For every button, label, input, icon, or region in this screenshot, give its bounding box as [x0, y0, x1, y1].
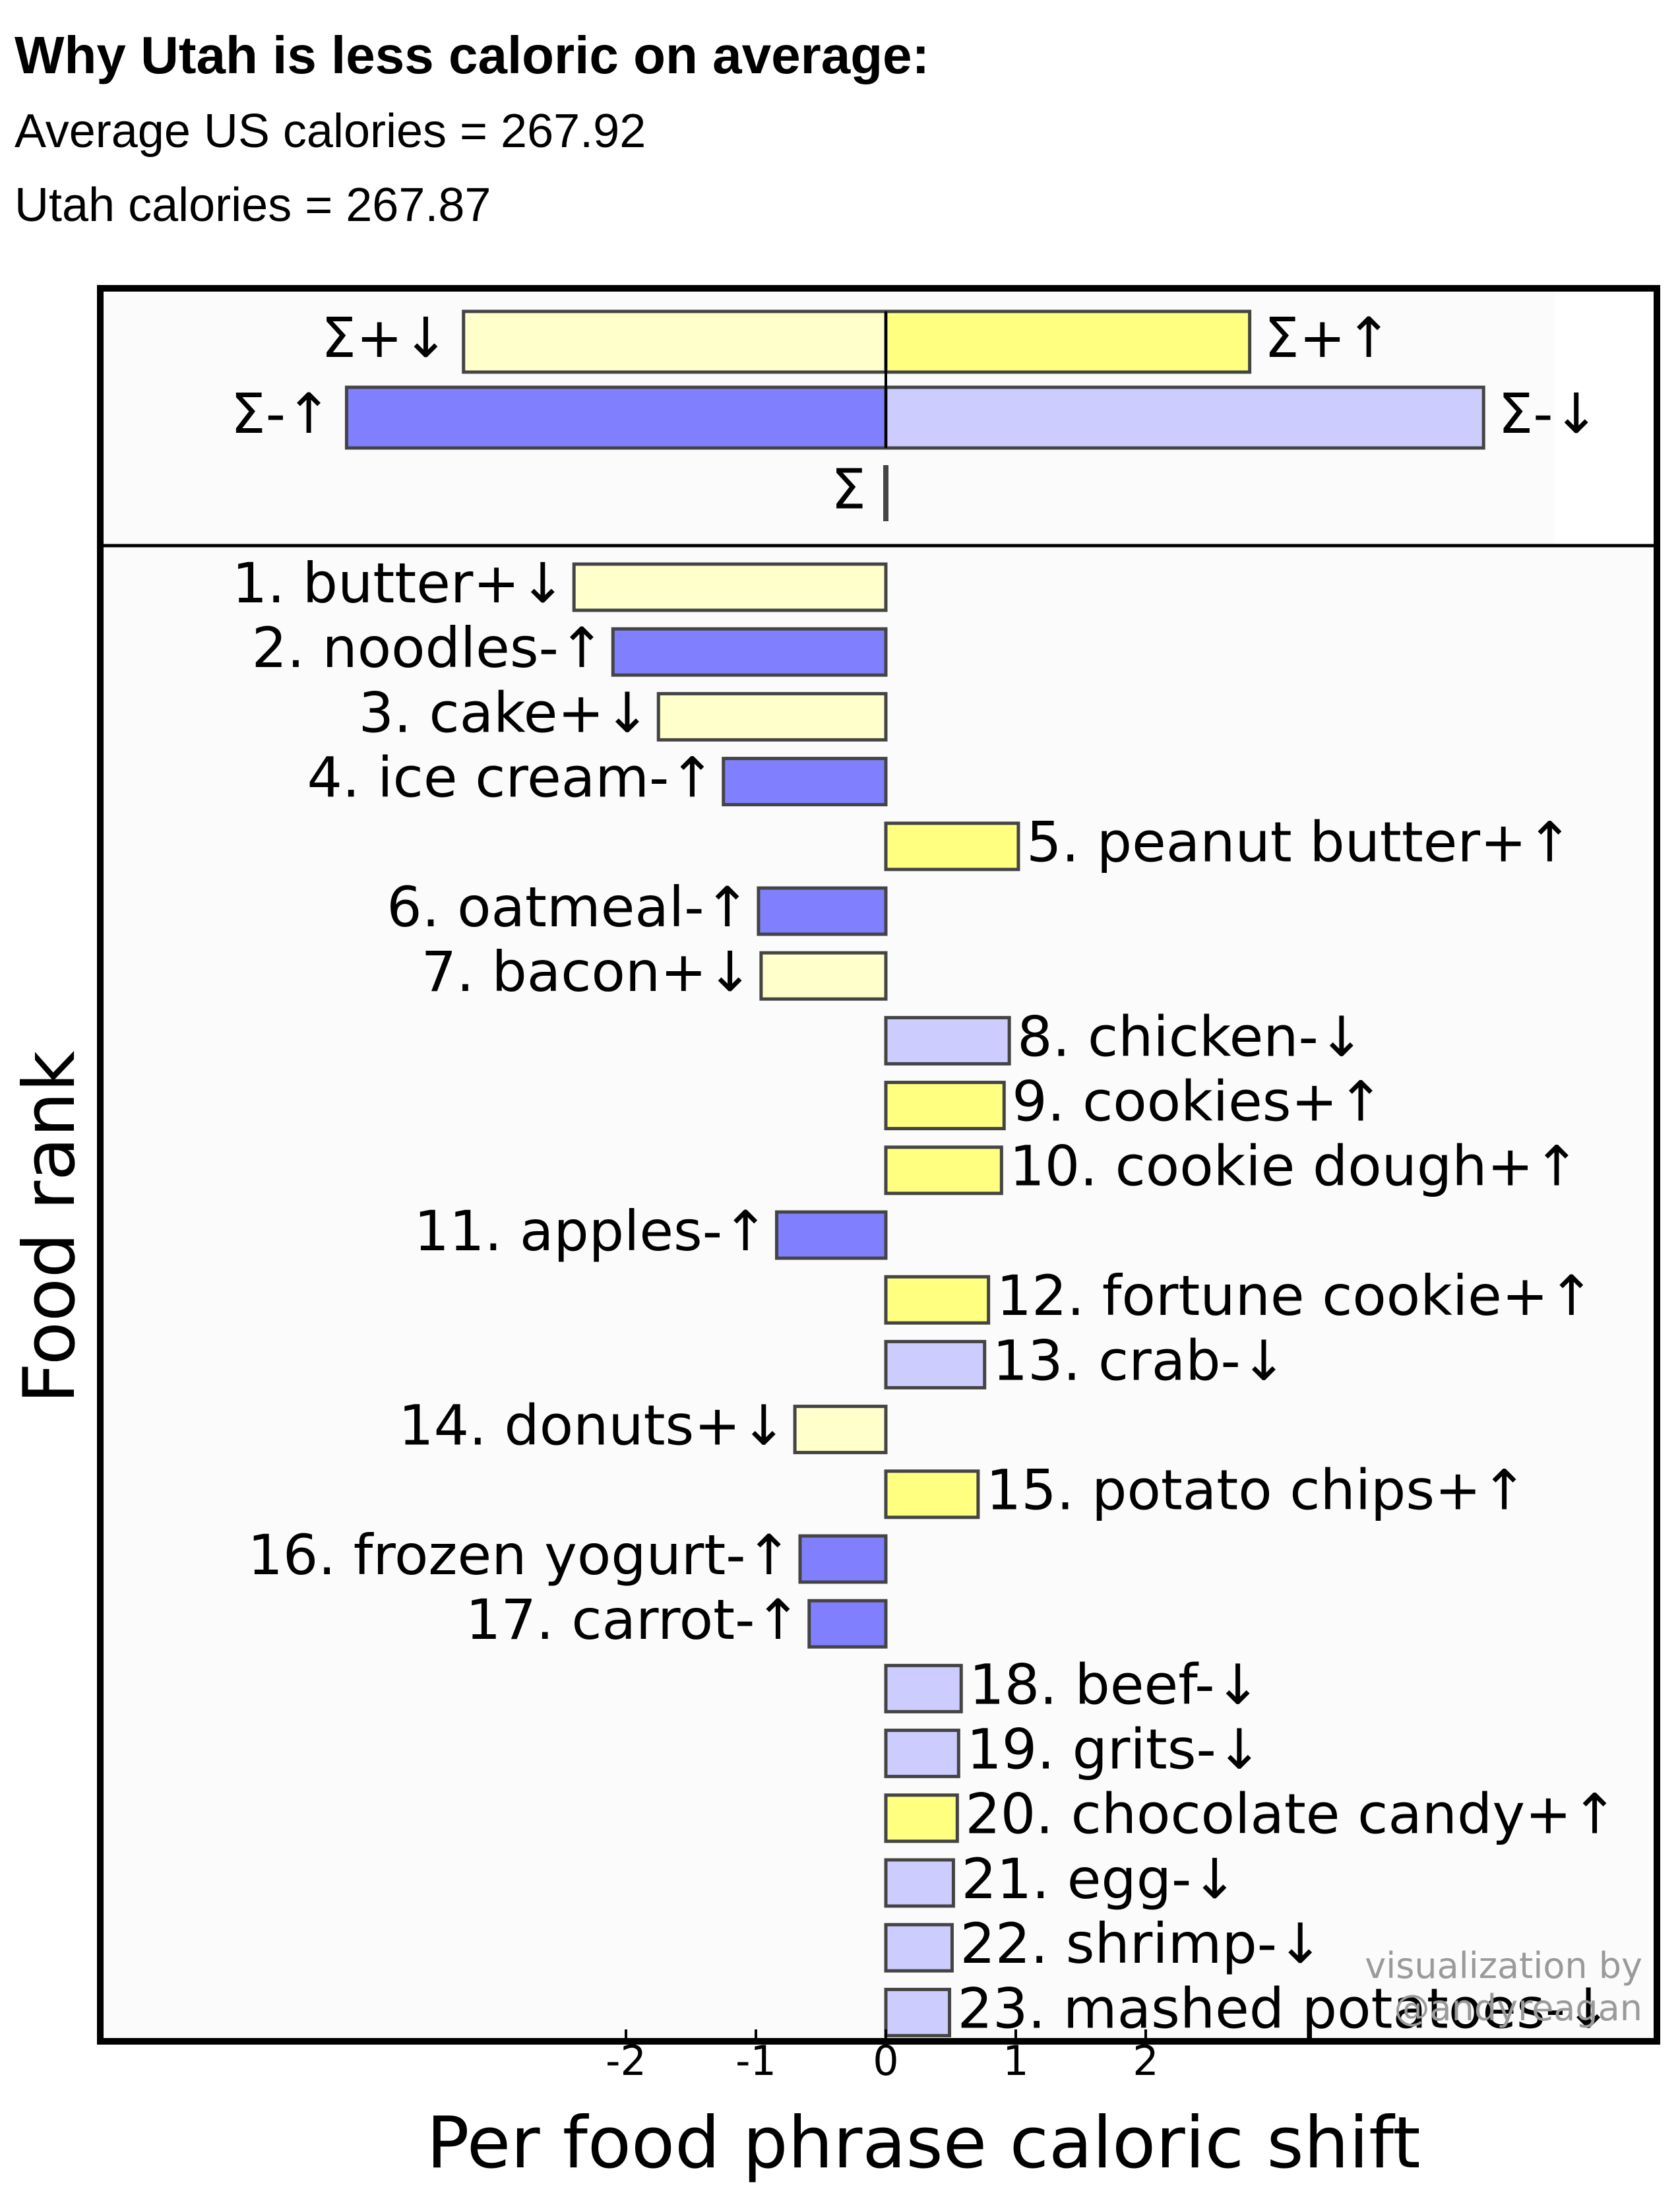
bar-19-grits: [884, 1729, 960, 1779]
summary-3-bar: [344, 385, 888, 450]
x-tick-label: 0: [873, 2037, 898, 2085]
bar-4-ice-cream: [722, 757, 888, 807]
bar-6-oatmeal: [757, 886, 888, 936]
x-tick-label: 1: [1003, 2037, 1028, 2085]
bar-16-frozen-yogurt-label: 16. frozen yogurt-↑: [247, 1523, 792, 1587]
bar-10-cookie-dough: [884, 1145, 1003, 1195]
x-axis-ticks: -2 -1 0 1 2: [606, 2029, 1159, 2085]
summary-2-label: Σ+↑: [1264, 305, 1392, 370]
bar-20-chocolate-candy: [884, 1793, 959, 1843]
bar-16-frozen-yogurt: [798, 1534, 888, 1584]
x-axis-label: Per food phrase caloric shift: [426, 2102, 1420, 2184]
bar-12-fortune-cookie-label: 12. fortune cookie+↑: [997, 1263, 1595, 1328]
bar-22-shrimp: [884, 1923, 954, 1973]
chart-frame: [97, 285, 1660, 2045]
bar-14-donuts-label: 14. donuts+↓: [398, 1393, 787, 1458]
x-tick-label: -2: [606, 2037, 646, 2085]
bar-17-carrot-label: 17. carrot-↑: [466, 1587, 801, 1652]
bar-23-mashed-potatoes-label: 23. mashed potatoes-↓: [958, 1976, 1612, 2041]
bar-9-cookies: [884, 1081, 1006, 1131]
bar-22-shrimp-label: 22. shrimp-↓: [960, 1911, 1323, 1976]
bar-15-potato-chips: [884, 1469, 980, 1519]
summary-5-label: Σ: [831, 457, 866, 521]
bar-7-bacon-label: 7. bacon+↓: [421, 940, 753, 1004]
bar-9-cookies-label: 9. cookies+↑: [1012, 1069, 1384, 1134]
bar-3-cake-label: 3. cake+↓: [359, 680, 651, 745]
watermark-line-2: @andyreagan: [1394, 1987, 1642, 2029]
bar-10-cookie-dough-label: 10. cookie dough+↑: [1009, 1134, 1580, 1199]
summary-4-label: Σ-↓: [1498, 381, 1600, 446]
x-tick-label: -1: [735, 2037, 776, 2085]
bar-13-crab-label: 13. crab-↓: [993, 1328, 1288, 1393]
bar-2-noodles-label: 2. noodles-↑: [252, 616, 606, 680]
bar-7-bacon: [759, 951, 888, 1001]
bar-14-donuts: [793, 1405, 888, 1455]
y-axis-label: Food rank: [9, 1050, 91, 1403]
bar-1-butter-label: 1. butter+↓: [232, 551, 566, 616]
watermark: visualization by@andyreagan: [1365, 1945, 1642, 2029]
x-tick-label: 2: [1133, 2037, 1158, 2085]
bar-1-butter: [572, 562, 888, 612]
bar-8-chicken-label: 8. chicken-↓: [1017, 1004, 1365, 1069]
bar-17-carrot: [807, 1599, 888, 1649]
summary-3-label: Σ-↑: [231, 381, 332, 446]
food-bars: 1. butter+↓2. noodles-↑3. cake+↓4. ice c…: [232, 551, 1618, 2041]
bar-21-egg-label: 21. egg-↓: [961, 1847, 1237, 1911]
bar-12-fortune-cookie: [884, 1275, 991, 1325]
bar-23-mashed-potatoes: [884, 1987, 952, 2037]
summary-bars: Σ+↓ Σ+↑ Σ-↑ Σ-↓ Σ: [231, 305, 1600, 522]
bar-3-cake: [656, 691, 888, 742]
bar-5-peanut-butter: [884, 821, 1020, 872]
bar-11-apples: [775, 1210, 888, 1260]
bar-18-beef-label: 18. beef-↓: [969, 1652, 1261, 1717]
bar-11-apples-label: 11. apples-↑: [414, 1199, 769, 1263]
subtitle-us-calories: Average US calories = 267.92: [15, 105, 646, 158]
bar-8-chicken: [884, 1015, 1011, 1066]
summary-1-label: Σ+↓: [321, 305, 449, 370]
bar-21-egg: [884, 1858, 955, 1908]
bar-13-crab: [884, 1339, 987, 1389]
summary-1-bar: [462, 309, 888, 374]
bar-5-peanut-butter-label: 5. peanut butter+↑: [1026, 810, 1573, 875]
watermark-line-1: visualization by: [1365, 1945, 1642, 1987]
bar-20-chocolate-candy-label: 20. chocolate candy+↑: [965, 1782, 1618, 1847]
summary-4-bar: [884, 385, 1485, 450]
bar-4-ice-cream-label: 4. ice cream-↑: [307, 746, 715, 810]
bar-6-oatmeal-label: 6. oatmeal-↑: [387, 875, 751, 940]
bar-19-grits-label: 19. grits-↓: [966, 1717, 1262, 1782]
bar-15-potato-chips-label: 15. potato chips+↑: [986, 1458, 1528, 1523]
bar-2-noodles: [611, 627, 888, 677]
bar-18-beef: [884, 1663, 963, 1713]
subtitle-utah-calories: Utah calories = 267.87: [15, 179, 491, 232]
chart-title: Why Utah is less caloric on average:: [15, 26, 930, 84]
summary-2-bar: [884, 309, 1252, 374]
